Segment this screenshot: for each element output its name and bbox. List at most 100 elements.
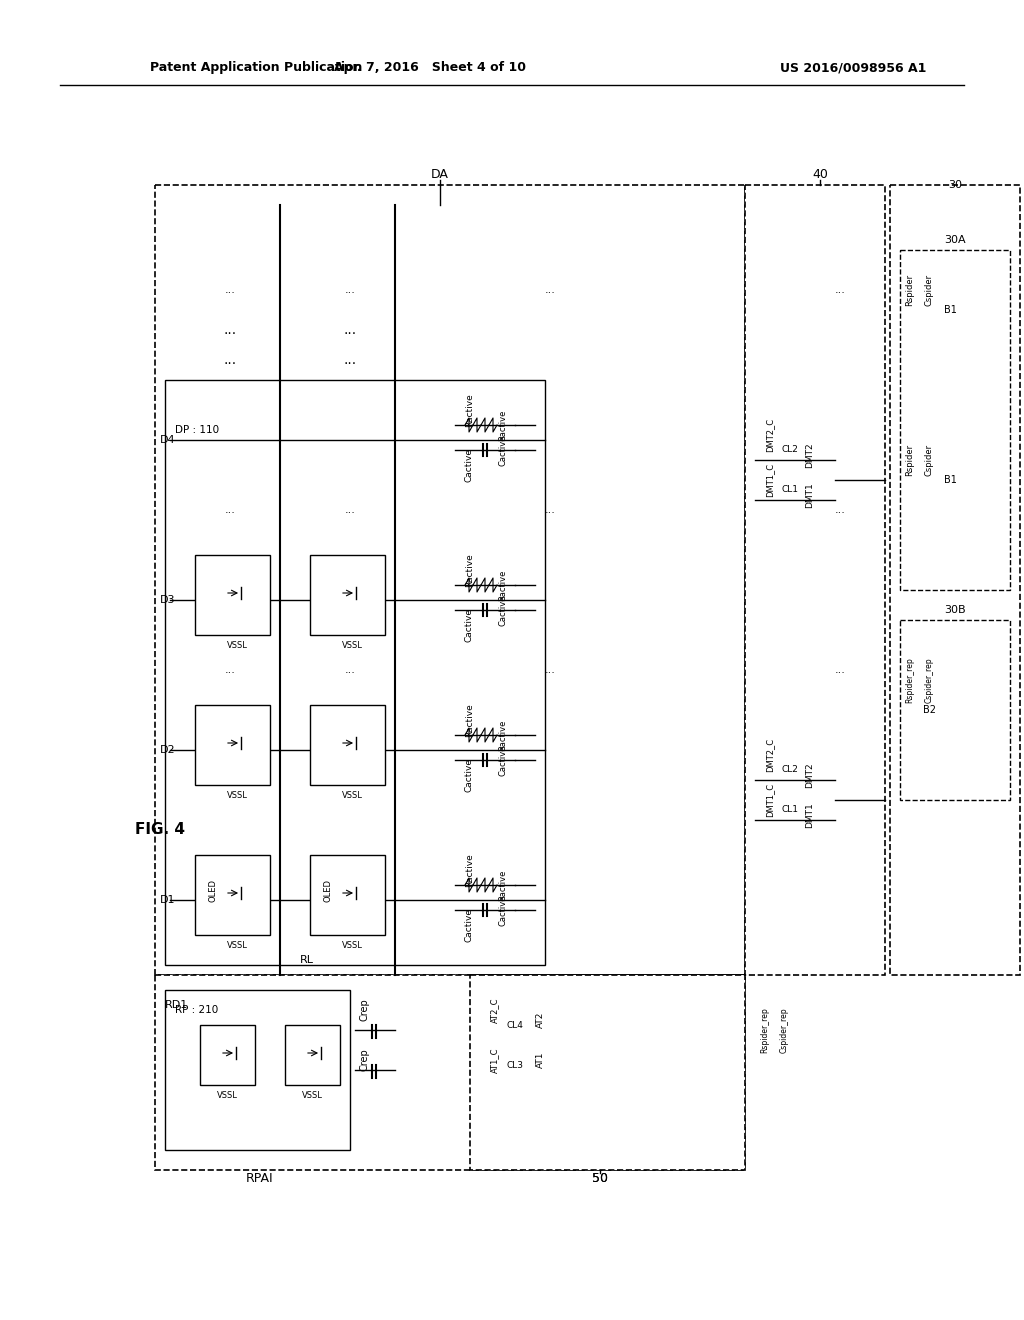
- Bar: [155, 975, 745, 1170]
- Text: CL4: CL4: [507, 1020, 523, 1030]
- Bar: [165, 380, 545, 965]
- Text: Cactive: Cactive: [465, 908, 474, 942]
- Text: Cactive: Cactive: [465, 758, 474, 792]
- Text: Cactive: Cactive: [499, 894, 508, 925]
- Bar: [195, 855, 270, 935]
- Text: ...: ...: [545, 506, 555, 515]
- Text: D1: D1: [160, 895, 175, 906]
- Text: 30A: 30A: [944, 235, 966, 246]
- Text: 40: 40: [812, 169, 828, 181]
- Text: B1: B1: [943, 475, 956, 484]
- Text: Cspider: Cspider: [925, 275, 934, 306]
- Text: Ractive: Ractive: [499, 409, 508, 441]
- Text: Rspider_rep: Rspider_rep: [905, 657, 914, 702]
- Text: CL1: CL1: [781, 486, 799, 495]
- Text: Rspider: Rspider: [905, 444, 914, 477]
- Bar: [285, 1026, 340, 1085]
- Text: 50: 50: [592, 1172, 608, 1184]
- Text: OLED: OLED: [209, 879, 217, 902]
- Text: Patent Application Publication: Patent Application Publication: [150, 62, 362, 74]
- Text: VSSL: VSSL: [226, 640, 248, 649]
- Text: DMT2_C: DMT2_C: [765, 418, 774, 451]
- Text: 30B: 30B: [944, 605, 966, 615]
- Text: Cactive: Cactive: [499, 434, 508, 466]
- Text: ...: ...: [223, 352, 237, 367]
- Text: DMT1_C: DMT1_C: [765, 463, 774, 498]
- Text: ...: ...: [545, 665, 555, 675]
- Text: ...: ...: [344, 285, 355, 294]
- Text: B2: B2: [924, 705, 937, 715]
- Text: ...: ...: [224, 665, 236, 675]
- Text: VSSL: VSSL: [216, 1090, 238, 1100]
- Text: Cactive: Cactive: [499, 744, 508, 776]
- Text: DP : 110: DP : 110: [175, 425, 219, 436]
- Text: Crep: Crep: [360, 999, 370, 1022]
- Text: Ractive: Ractive: [499, 569, 508, 601]
- Text: VSSL: VSSL: [342, 791, 362, 800]
- Bar: [200, 1026, 255, 1085]
- Text: DMT2: DMT2: [806, 442, 814, 467]
- Text: B1: B1: [943, 305, 956, 315]
- Text: VSSL: VSSL: [226, 940, 248, 949]
- Text: Cspider_rep: Cspider_rep: [925, 657, 934, 702]
- Text: AT1_C: AT1_C: [490, 1047, 499, 1073]
- Text: Ractive: Ractive: [465, 704, 474, 737]
- Text: AT2_C: AT2_C: [490, 997, 499, 1023]
- Text: ...: ...: [223, 323, 237, 337]
- Bar: [470, 975, 745, 1170]
- Text: ...: ...: [344, 665, 355, 675]
- Text: DMT1: DMT1: [806, 803, 814, 828]
- Text: FIG. 4: FIG. 4: [135, 822, 185, 837]
- Text: RD1: RD1: [165, 1001, 188, 1010]
- Text: AT1: AT1: [536, 1052, 545, 1068]
- Text: US 2016/0098956 A1: US 2016/0098956 A1: [780, 62, 927, 74]
- Text: RPAI: RPAI: [246, 1172, 273, 1184]
- Text: ...: ...: [835, 665, 846, 675]
- Text: CL1: CL1: [781, 805, 799, 814]
- Text: DMT2: DMT2: [806, 762, 814, 788]
- Bar: [195, 554, 270, 635]
- Text: Ractive: Ractive: [465, 853, 474, 887]
- Text: CL2: CL2: [781, 766, 799, 775]
- Text: 50: 50: [592, 1172, 608, 1184]
- Text: VSSL: VSSL: [301, 1090, 323, 1100]
- Text: Ractive: Ractive: [465, 393, 474, 426]
- Text: CL3: CL3: [507, 1060, 523, 1069]
- Text: ...: ...: [835, 506, 846, 515]
- Bar: [310, 705, 385, 785]
- Text: ...: ...: [545, 285, 555, 294]
- Text: D4: D4: [160, 436, 176, 445]
- Bar: [310, 855, 385, 935]
- Text: OLED: OLED: [324, 879, 333, 902]
- Text: VSSL: VSSL: [342, 940, 362, 949]
- Text: DMT1_C: DMT1_C: [765, 783, 774, 817]
- Text: DMT1: DMT1: [806, 482, 814, 508]
- Text: VSSL: VSSL: [342, 640, 362, 649]
- Text: Cactive: Cactive: [499, 594, 508, 626]
- Text: CL2: CL2: [781, 446, 799, 454]
- Text: ...: ...: [344, 506, 355, 515]
- Bar: [890, 185, 1020, 975]
- Text: Ractive: Ractive: [465, 553, 474, 587]
- Text: RP : 210: RP : 210: [175, 1005, 218, 1015]
- Bar: [310, 554, 385, 635]
- Bar: [155, 185, 745, 975]
- Bar: [745, 185, 885, 975]
- Bar: [195, 705, 270, 785]
- Text: ...: ...: [835, 285, 846, 294]
- Text: ...: ...: [343, 352, 356, 367]
- Text: VSSL: VSSL: [226, 791, 248, 800]
- Text: D2: D2: [160, 744, 176, 755]
- Text: Ractive: Ractive: [499, 719, 508, 751]
- Bar: [900, 249, 1010, 590]
- Text: 30: 30: [948, 180, 962, 190]
- Text: ...: ...: [224, 285, 236, 294]
- Text: Apr. 7, 2016   Sheet 4 of 10: Apr. 7, 2016 Sheet 4 of 10: [334, 62, 526, 74]
- Text: Ractive: Ractive: [499, 870, 508, 900]
- Text: Crep: Crep: [360, 1048, 370, 1072]
- Text: D3: D3: [160, 595, 175, 605]
- Text: ...: ...: [343, 323, 356, 337]
- Bar: [900, 620, 1010, 800]
- Text: Cactive: Cactive: [465, 609, 474, 642]
- Text: DMT2_C: DMT2_C: [765, 738, 774, 772]
